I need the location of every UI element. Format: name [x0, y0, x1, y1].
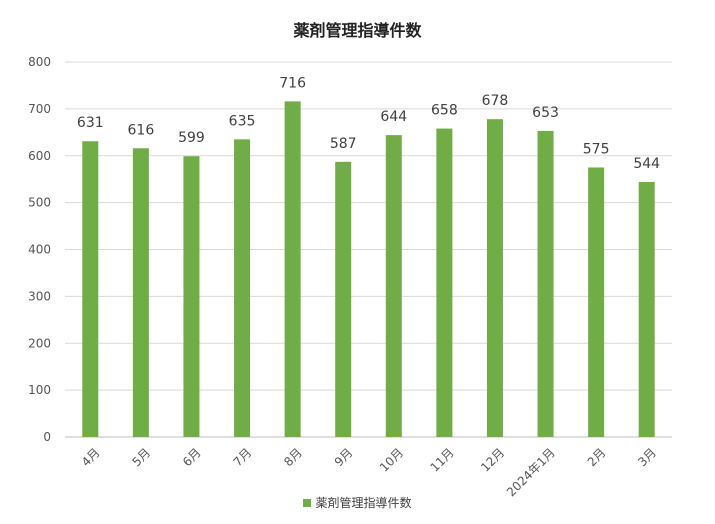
- y-tick-label: 400: [28, 243, 51, 257]
- data-label: 635: [229, 113, 256, 129]
- bar: [537, 130, 554, 437]
- x-tick-label: 12月: [478, 445, 507, 474]
- data-label: 544: [633, 156, 660, 172]
- bar: [82, 141, 99, 437]
- data-label: 716: [279, 75, 306, 91]
- y-tick-label: 200: [28, 336, 51, 350]
- y-tick-label: 800: [28, 55, 51, 69]
- x-tick-label: 9月: [332, 445, 356, 469]
- bar: [234, 139, 251, 437]
- x-tick-label: 6月: [180, 445, 204, 469]
- bar: [335, 161, 352, 437]
- y-tick-label: 600: [28, 149, 51, 163]
- x-tick-label: 3月: [635, 445, 659, 469]
- data-label: 653: [532, 105, 559, 121]
- legend: 薬剤管理指導件数: [0, 494, 715, 511]
- y-tick-label: 0: [43, 430, 51, 444]
- data-label: 575: [583, 141, 610, 157]
- y-tick-label: 100: [28, 383, 51, 397]
- x-tick-label: 4月: [79, 445, 103, 469]
- data-label: 658: [431, 103, 458, 119]
- data-label: 587: [330, 136, 357, 152]
- legend-label: 薬剤管理指導件数: [315, 496, 412, 510]
- bar: [132, 148, 149, 437]
- legend-swatch: [303, 498, 312, 507]
- bar: [183, 156, 200, 437]
- data-label: 616: [128, 122, 155, 138]
- x-tick-label: 11月: [428, 445, 457, 474]
- x-tick-label: 2024年1月: [504, 445, 558, 499]
- x-tick-label: 2月: [585, 445, 609, 469]
- bar: [638, 182, 655, 437]
- x-tick-label: 5月: [129, 445, 153, 469]
- data-label: 631: [77, 115, 104, 131]
- x-tick-label: 10月: [377, 445, 406, 474]
- y-tick-label: 500: [28, 196, 51, 210]
- y-tick-label: 700: [28, 102, 51, 116]
- bar: [486, 119, 503, 437]
- data-label: 678: [482, 93, 509, 109]
- chart-title: 薬剤管理指導件数: [293, 21, 422, 40]
- bar: [588, 167, 605, 437]
- bar: [284, 101, 301, 437]
- data-label: 599: [178, 130, 205, 146]
- bar: [436, 128, 453, 437]
- bar: [385, 135, 402, 437]
- data-label: 644: [380, 109, 407, 125]
- x-tick-label: 7月: [231, 445, 255, 469]
- x-tick-label: 8月: [281, 445, 305, 469]
- y-tick-label: 300: [28, 289, 51, 303]
